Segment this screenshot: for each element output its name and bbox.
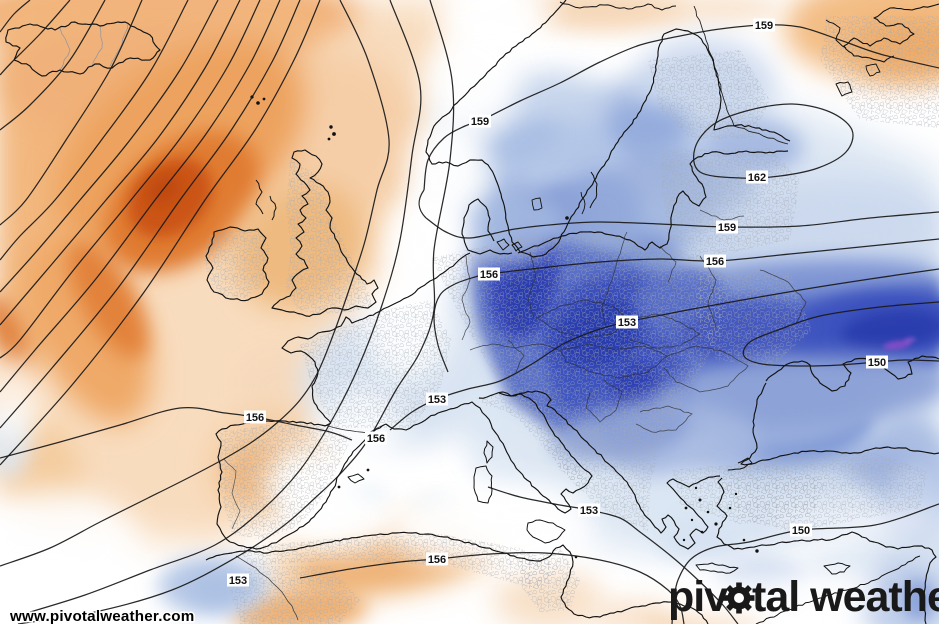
svg-text:www.pivotalweather.com: www.pivotalweather.com: [9, 608, 194, 624]
svg-text:156: 156: [428, 554, 446, 566]
svg-text:156: 156: [367, 433, 385, 445]
svg-text:153: 153: [618, 317, 636, 329]
svg-text:156: 156: [480, 269, 498, 281]
svg-text:162: 162: [748, 172, 766, 184]
svg-text:150: 150: [868, 357, 886, 369]
svg-text:159: 159: [471, 116, 489, 128]
svg-text:153: 153: [428, 394, 446, 406]
svg-text:156: 156: [246, 412, 264, 424]
svg-text:150: 150: [792, 525, 810, 537]
svg-text:153: 153: [580, 505, 598, 517]
svg-text:159: 159: [718, 222, 736, 234]
svg-text:159: 159: [755, 20, 773, 32]
svg-text:153: 153: [229, 575, 247, 587]
svg-text:156: 156: [706, 256, 724, 268]
svg-text:tal weather: tal weather: [752, 573, 939, 621]
svg-text:piv: piv: [668, 573, 728, 621]
